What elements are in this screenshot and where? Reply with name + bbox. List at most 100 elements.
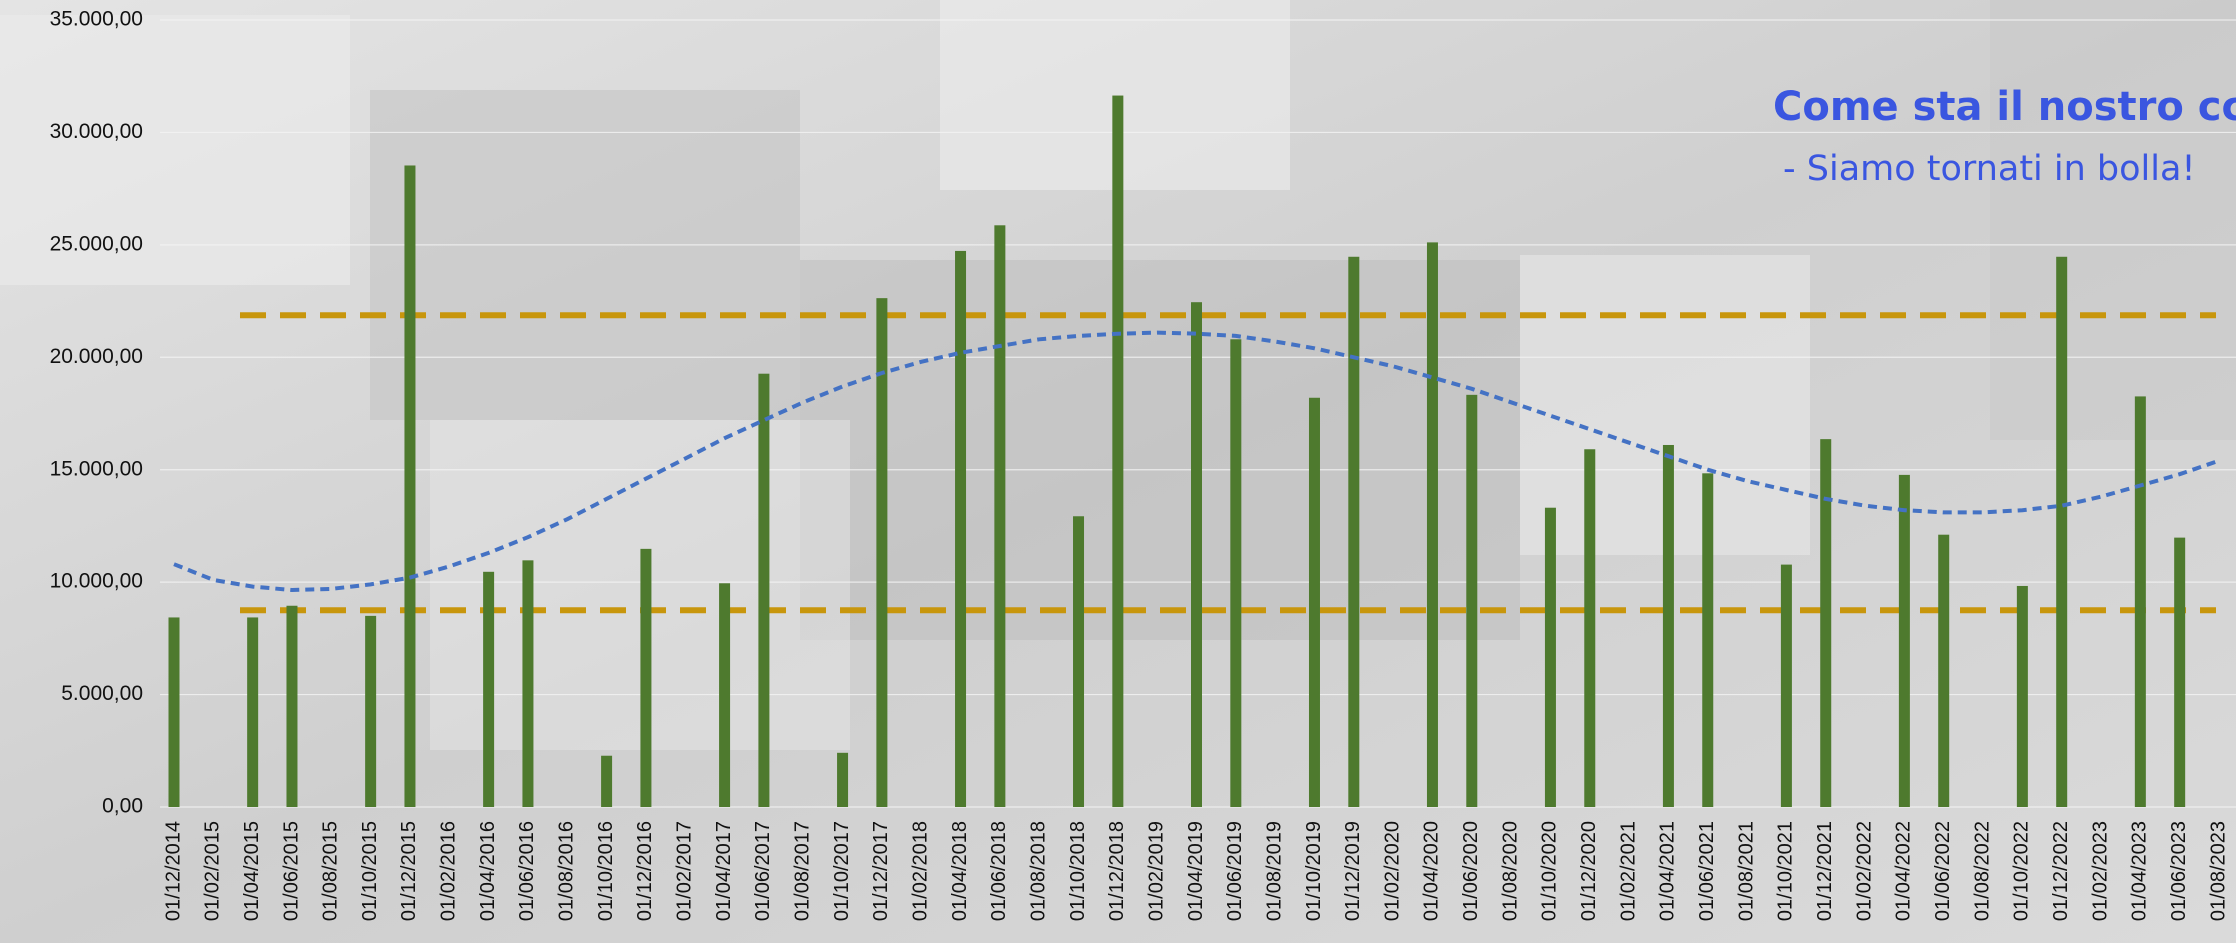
x-tick-label: 01/04/2017	[713, 821, 735, 921]
trend-line	[173, 330, 2220, 593]
x-tick-label: 01/08/2020	[1499, 821, 1521, 921]
x-tick-label: 01/08/2019	[1263, 821, 1285, 921]
x-tick-label: 01/06/2019	[1224, 821, 1246, 921]
bar	[2174, 537, 2186, 807]
x-tick-label: 01/08/2016	[556, 821, 578, 921]
chart-title: Come sta il nostro cc?	[1773, 84, 2236, 130]
x-tick-label: 01/06/2015	[280, 821, 302, 921]
y-tick-label: 20.000,00	[50, 345, 143, 368]
photo	[1990, 0, 2236, 440]
bar	[1938, 534, 1950, 807]
x-tick-label: 01/08/2021	[1735, 821, 1757, 921]
y-tick-label: 5.000,00	[61, 682, 143, 705]
y-tick-label: 15.000,00	[50, 457, 143, 480]
bar	[640, 548, 652, 807]
y-tick-label: 10.000,00	[50, 570, 143, 593]
x-tick-label: 01/12/2015	[398, 821, 420, 921]
bar	[286, 605, 298, 807]
x-tick-label: 01/04/2020	[1421, 821, 1443, 921]
bar	[1073, 516, 1085, 807]
bar	[1702, 473, 1714, 807]
bar	[365, 615, 377, 807]
x-tick-label: 01/10/2022	[2011, 821, 2033, 921]
x-tick-label: 01/12/2017	[870, 821, 892, 921]
x-tick-label: 01/02/2023	[2089, 821, 2111, 921]
x-tick-label: 01/12/2022	[2050, 821, 2072, 921]
x-tick-label: 01/04/2018	[949, 821, 971, 921]
x-tick-label: 01/10/2016	[595, 821, 617, 921]
x-tick-label: 01/06/2023	[2168, 821, 2190, 921]
bar	[1426, 242, 1438, 807]
x-tick-label: 01/08/2017	[792, 821, 814, 921]
bar	[1584, 449, 1596, 807]
x-tick-label: 01/10/2021	[1775, 821, 1797, 921]
x-tick-label: 01/06/2017	[752, 821, 774, 921]
bar	[1112, 95, 1124, 807]
photo	[0, 15, 350, 285]
x-tick-label: 01/10/2020	[1539, 821, 1561, 921]
bar	[837, 752, 849, 807]
bar	[1308, 397, 1320, 807]
bar	[168, 617, 180, 807]
bar	[994, 225, 1006, 808]
x-tick-label: 01/04/2021	[1657, 821, 1679, 921]
bar	[876, 298, 888, 807]
y-tick-label: 35.000,00	[50, 8, 143, 31]
y-tick-label: 30.000,00	[50, 120, 143, 143]
plot: 0,00 5.000,00 10.000,00 15.000,00 20.000,00 2…	[50, 8, 2236, 921]
x-tick-label: 01/04/2022	[1893, 821, 1915, 921]
bar	[1348, 256, 1360, 808]
bar	[1898, 474, 1910, 807]
bar	[1230, 339, 1242, 807]
x-tick-label: 01/10/2019	[1303, 821, 1325, 921]
x-tick-label: 01/04/2023	[2129, 821, 2151, 921]
bar	[522, 560, 534, 807]
x-tick-label: 01/12/2018	[1106, 821, 1128, 921]
x-tick-label: 01/08/2015	[320, 821, 342, 921]
chart-subtitle: - Siamo tornati in bolla!	[1783, 149, 2195, 189]
bar	[955, 250, 967, 807]
photo	[800, 260, 1520, 640]
x-tick-label: 01/04/2015	[241, 821, 263, 921]
x-tick-label: 01/06/2022	[1932, 821, 1954, 921]
x-tick-label: 01/08/2022	[1971, 821, 1993, 921]
x-tick-label: 01/04/2016	[477, 821, 499, 921]
bar	[1662, 444, 1674, 807]
x-tick-label: 01/10/2017	[831, 821, 853, 921]
bar	[758, 373, 770, 807]
x-tick-label: 01/12/2019	[1342, 821, 1364, 921]
bar	[483, 571, 495, 807]
x-tick-label: 01/06/2020	[1460, 821, 1482, 921]
bar	[2016, 585, 2028, 807]
x-tick-label: 01/06/2021	[1696, 821, 1718, 921]
bar	[1191, 302, 1202, 807]
photo	[370, 90, 800, 420]
x-tick-label: 01/06/2016	[516, 821, 538, 921]
x-tick-label: 01/02/2020	[1381, 821, 1403, 921]
y-tick-label: 0,00	[102, 795, 143, 818]
x-tick-label: 01/12/2020	[1578, 821, 1600, 921]
x-tick-label: 01/02/2021	[1617, 821, 1639, 921]
bar	[247, 617, 259, 807]
bar	[719, 583, 731, 807]
x-tick-label: 01/12/2014	[162, 821, 184, 921]
y-tick-label: 25.000,00	[50, 232, 143, 255]
bar	[1780, 564, 1792, 807]
bar	[1466, 394, 1478, 807]
x-tick-label: 01/02/2015	[202, 821, 224, 921]
bar	[2056, 256, 2068, 808]
x-tick-label: 01/02/2016	[438, 821, 460, 921]
bar	[2134, 396, 2146, 807]
x-tick-label: 01/02/2022	[1853, 821, 1875, 921]
x-tick-label: 01/02/2018	[909, 821, 931, 921]
x-tick-label: 01/10/2015	[359, 821, 381, 921]
bar	[404, 165, 416, 808]
x-tick-label: 01/08/2023	[2207, 821, 2229, 921]
x-tick-label: 01/12/2021	[1814, 821, 1836, 921]
x-tick-label: 01/02/2019	[1145, 821, 1167, 921]
x-tick-label: 01/08/2018	[1027, 821, 1049, 921]
bar	[601, 755, 613, 807]
bar	[1544, 507, 1556, 807]
x-tick-label: 01/12/2016	[634, 821, 656, 921]
